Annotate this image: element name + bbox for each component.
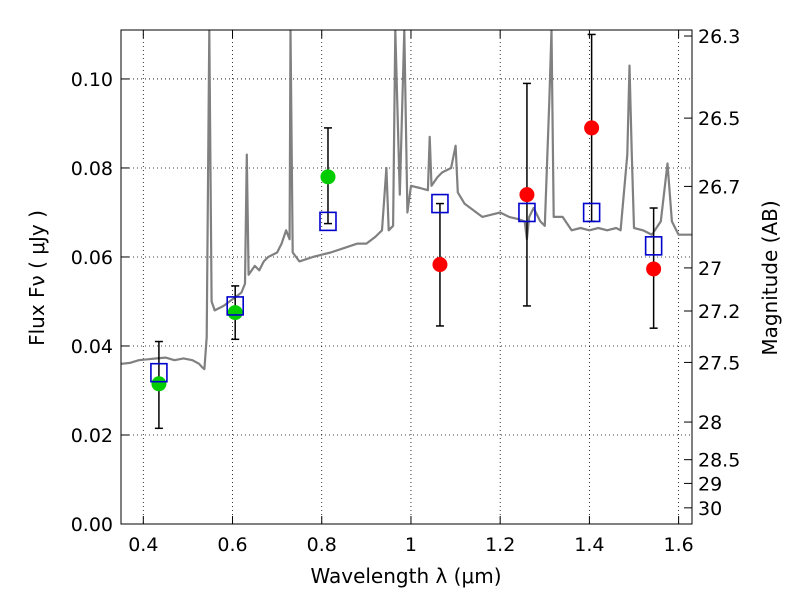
data-point-circle xyxy=(227,305,243,321)
x-tick-label: 0.6 xyxy=(217,534,247,556)
right-tick-label: 26.5 xyxy=(698,108,740,130)
data-point-circle xyxy=(519,187,535,203)
right-tick-label: 27.5 xyxy=(698,352,740,374)
data-point-circle xyxy=(320,169,336,185)
y-tick-label: 0.10 xyxy=(71,69,113,91)
x-tick-label: 1.4 xyxy=(574,534,604,556)
x-axis-title: Wavelength λ (μm) xyxy=(310,564,501,588)
y-tick-label: 0.00 xyxy=(71,514,113,536)
y-axis-title: Flux Fν ( μJy ) xyxy=(25,210,49,346)
right-tick-label: 27 xyxy=(698,258,722,280)
data-point-circle xyxy=(646,261,662,277)
data-point-circle xyxy=(432,257,448,273)
right-tick-label: 26.3 xyxy=(698,26,740,48)
data-point-circle xyxy=(584,120,600,136)
data-point-square xyxy=(518,202,536,223)
data-point-circle xyxy=(151,376,167,392)
right-tick-label: 30 xyxy=(698,498,722,520)
spectrum-line xyxy=(121,30,692,371)
right-tick-label: 29 xyxy=(698,473,722,495)
data-point-square xyxy=(150,362,168,383)
x-tick-label: 1.2 xyxy=(485,534,515,556)
x-tick-label: 0.4 xyxy=(128,534,158,556)
x-tick-label: 1.6 xyxy=(664,534,694,556)
y-tick-label: 0.02 xyxy=(71,425,113,447)
data-markers xyxy=(150,120,663,392)
right-tick-label: 27.2 xyxy=(698,301,740,323)
y-tick-label: 0.06 xyxy=(71,247,113,269)
template-spectrum xyxy=(121,30,692,371)
data-point-square xyxy=(226,296,244,316)
right-axis-title: Magnitude (AB) xyxy=(758,200,782,355)
right-tick-label: 28 xyxy=(698,412,722,434)
x-tick-label: 0.8 xyxy=(307,534,337,556)
y-tick-label: 0.04 xyxy=(71,336,113,358)
data-point-square xyxy=(582,202,601,223)
right-tick-label: 26.7 xyxy=(698,176,740,198)
data-point-square xyxy=(644,236,663,256)
tick-labels: 0.4 0.6 0.8 1 1.2 1.4 1.6 0.00 0.02 0.04 0.06 0.08 0… xyxy=(71,26,741,556)
axis-ticks xyxy=(121,30,692,525)
x-tick-label: 1 xyxy=(405,534,417,556)
data-point-square xyxy=(431,193,449,214)
data-point-square xyxy=(319,211,337,232)
plot-frame xyxy=(120,29,693,525)
y-tick-label: 0.08 xyxy=(71,158,113,180)
right-tick-label: 28.5 xyxy=(698,450,740,472)
